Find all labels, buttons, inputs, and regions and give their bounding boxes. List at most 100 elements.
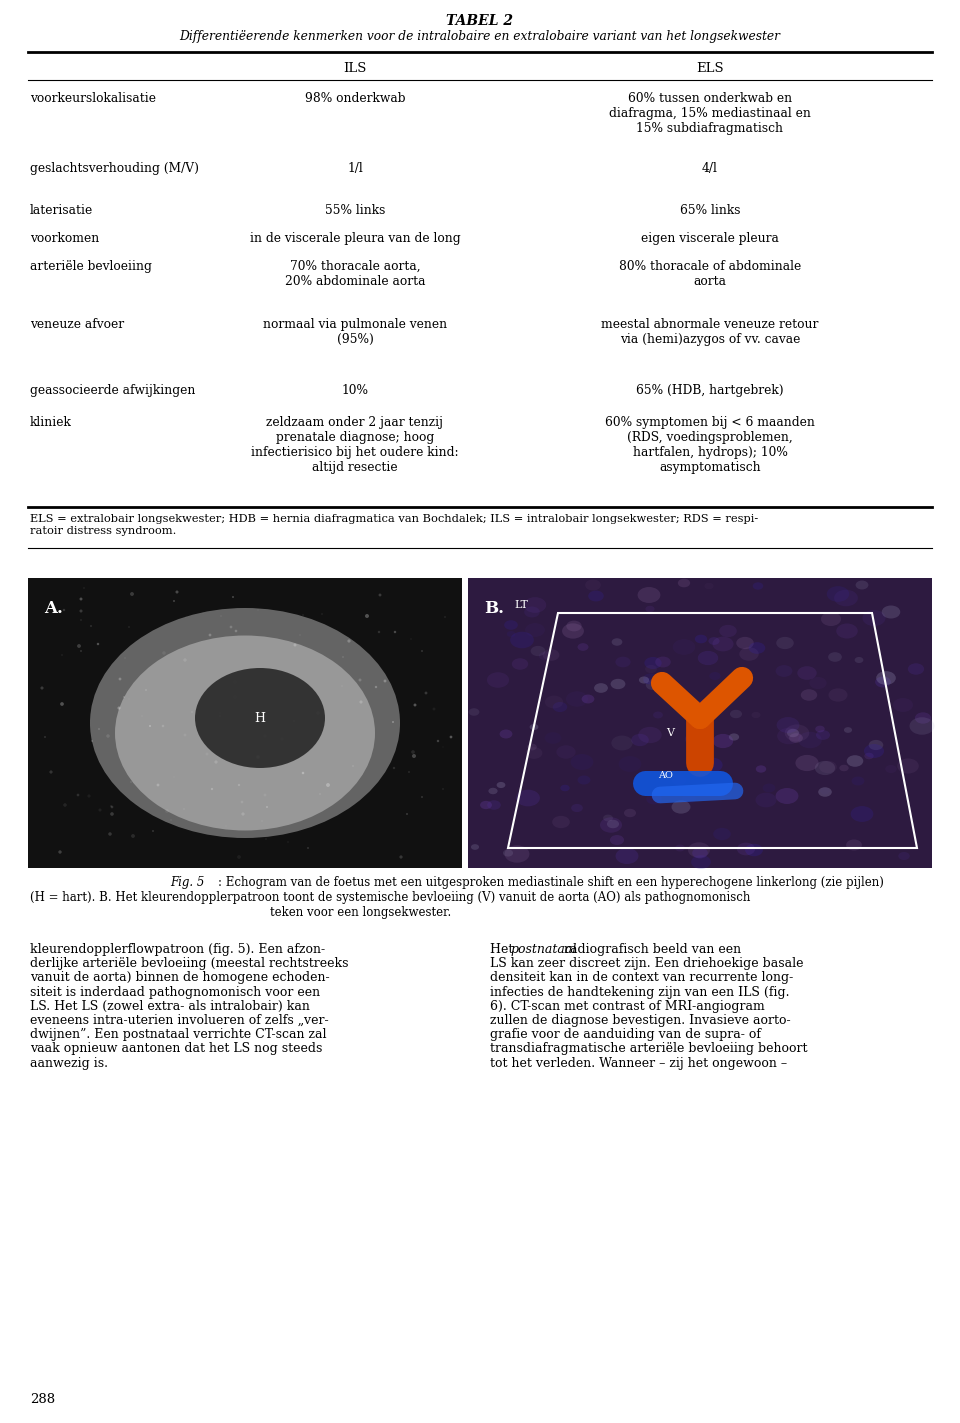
Ellipse shape (90, 625, 92, 628)
Ellipse shape (695, 635, 708, 643)
Ellipse shape (639, 676, 649, 683)
Ellipse shape (844, 727, 852, 733)
Ellipse shape (110, 813, 114, 815)
Text: ELS: ELS (696, 63, 724, 75)
Ellipse shape (778, 727, 801, 744)
Ellipse shape (265, 838, 267, 840)
Ellipse shape (173, 777, 175, 778)
Ellipse shape (530, 724, 539, 730)
Ellipse shape (615, 656, 631, 667)
Ellipse shape (737, 842, 756, 855)
Ellipse shape (420, 795, 423, 798)
Ellipse shape (563, 623, 584, 639)
Text: ELS = extralobair longsekwester; HDB = hernia diafragmatica van Bochdalek; ILS =: ELS = extralobair longsekwester; HDB = h… (30, 514, 758, 535)
Ellipse shape (691, 855, 711, 869)
Ellipse shape (638, 727, 661, 743)
Ellipse shape (191, 712, 193, 713)
Ellipse shape (205, 753, 208, 756)
Ellipse shape (489, 788, 497, 794)
Text: in de viscerale pleura van de long: in de viscerale pleura van de long (250, 232, 460, 245)
Bar (28, 578, 462, 868)
Ellipse shape (749, 642, 765, 653)
Text: Differentiëerende kenmerken voor de intralobaire en extralobaire variant van het: Differentiëerende kenmerken voor de intr… (180, 30, 780, 43)
Ellipse shape (512, 659, 528, 670)
Ellipse shape (777, 638, 794, 649)
Ellipse shape (539, 652, 551, 660)
Ellipse shape (183, 659, 186, 662)
Ellipse shape (233, 680, 237, 684)
Ellipse shape (898, 758, 919, 774)
Ellipse shape (119, 677, 121, 680)
Text: dwijnen”. Een postnataal verrichte CT-scan zal: dwijnen”. Een postnataal verrichte CT-sc… (30, 1029, 326, 1042)
Ellipse shape (691, 763, 705, 771)
Ellipse shape (603, 814, 612, 821)
Ellipse shape (321, 613, 323, 615)
Text: postnataal: postnataal (510, 943, 576, 956)
Ellipse shape (90, 608, 400, 838)
Ellipse shape (796, 754, 819, 771)
Text: normaal via pulmonale venen
(95%): normaal via pulmonale venen (95%) (263, 317, 447, 346)
Ellipse shape (317, 712, 320, 714)
Text: arteriële bevloeiing: arteriële bevloeiing (30, 260, 152, 273)
Text: geslachtsverhouding (M/V): geslachtsverhouding (M/V) (30, 162, 199, 175)
Ellipse shape (374, 686, 377, 689)
Ellipse shape (672, 776, 686, 785)
Ellipse shape (637, 588, 660, 603)
Ellipse shape (365, 613, 369, 618)
Ellipse shape (855, 581, 869, 589)
Ellipse shape (624, 808, 636, 817)
Text: eveneens intra-uterien involueren of zelfs „ver-: eveneens intra-uterien involueren of zel… (30, 1015, 328, 1027)
Text: radiografisch beeld van een: radiografisch beeld van een (560, 943, 741, 956)
Ellipse shape (709, 690, 722, 699)
Ellipse shape (406, 813, 408, 815)
Ellipse shape (809, 677, 827, 689)
Ellipse shape (516, 790, 540, 807)
Ellipse shape (705, 583, 713, 589)
Ellipse shape (266, 805, 268, 808)
Text: B.: B. (484, 601, 504, 618)
Ellipse shape (834, 589, 858, 606)
Ellipse shape (378, 593, 381, 596)
Ellipse shape (411, 750, 415, 754)
Ellipse shape (656, 656, 671, 667)
Ellipse shape (263, 794, 267, 797)
Ellipse shape (566, 620, 582, 632)
Ellipse shape (915, 713, 931, 724)
Ellipse shape (632, 734, 649, 746)
Ellipse shape (525, 623, 545, 638)
Ellipse shape (618, 756, 641, 771)
Ellipse shape (544, 731, 562, 744)
Ellipse shape (571, 804, 583, 813)
Ellipse shape (115, 636, 375, 831)
Ellipse shape (688, 842, 710, 858)
Ellipse shape (98, 729, 100, 730)
Ellipse shape (488, 800, 501, 810)
Ellipse shape (208, 633, 211, 636)
Ellipse shape (162, 652, 166, 655)
Ellipse shape (280, 737, 283, 740)
Ellipse shape (708, 638, 720, 645)
Text: 98% onderkwab: 98% onderkwab (304, 92, 405, 105)
Ellipse shape (557, 746, 576, 758)
Text: meestal abnormale veneuze retour
via (hemi)azygos of vv. cavae: meestal abnormale veneuze retour via (he… (601, 317, 819, 346)
Ellipse shape (672, 800, 690, 814)
Ellipse shape (685, 731, 705, 746)
Ellipse shape (214, 760, 218, 764)
Ellipse shape (124, 657, 126, 659)
Ellipse shape (719, 625, 736, 638)
Ellipse shape (702, 757, 723, 773)
Ellipse shape (646, 680, 660, 690)
Ellipse shape (233, 696, 236, 699)
Ellipse shape (789, 733, 803, 743)
Ellipse shape (504, 620, 517, 630)
Text: TABEL 2: TABEL 2 (446, 14, 514, 28)
Ellipse shape (399, 855, 402, 858)
Text: 60% tussen onderkwab en
diafragma, 15% mediastinaal en
15% subdiafragmatisch: 60% tussen onderkwab en diafragma, 15% m… (609, 92, 811, 135)
Ellipse shape (77, 794, 80, 797)
Ellipse shape (756, 793, 777, 807)
Text: vanuit de aorta) binnen de homogene echoden-: vanuit de aorta) binnen de homogene echo… (30, 972, 329, 985)
Ellipse shape (752, 712, 760, 719)
Ellipse shape (526, 747, 542, 758)
Text: veneuze afvoer: veneuze afvoer (30, 317, 124, 332)
Ellipse shape (908, 663, 924, 675)
